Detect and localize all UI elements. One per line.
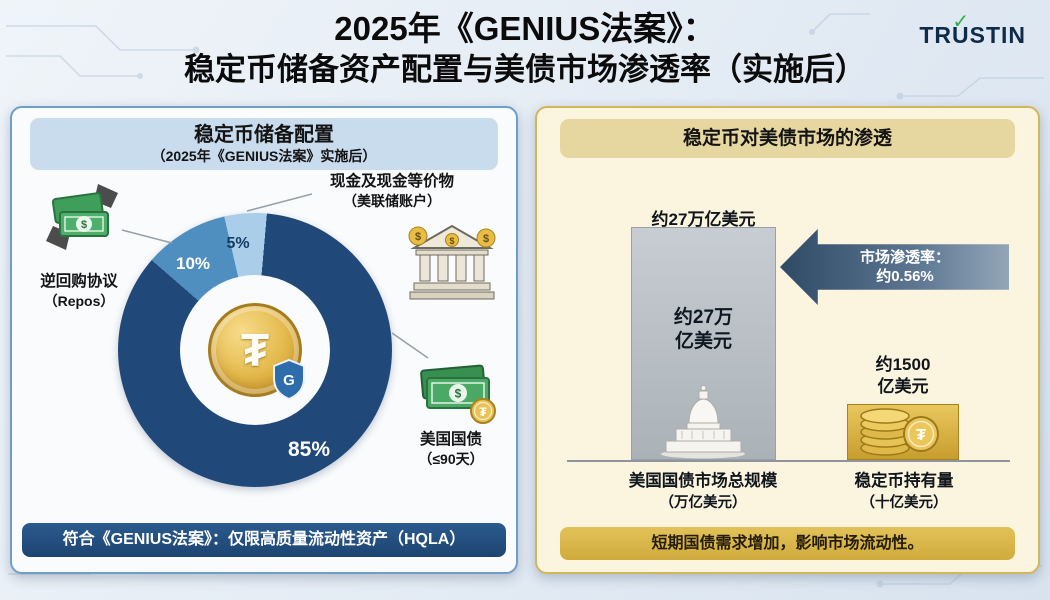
- repos-dollar: $: [81, 219, 87, 231]
- page-title-line1: 2025年《GENIUS法案》：: [334, 10, 716, 47]
- callout-lines: [121, 193, 429, 359]
- shield-letter: G: [283, 372, 295, 389]
- repos-label-line2: （Repos）: [43, 293, 115, 309]
- hqla-banner: 符合《GENIUS法案》：仅限高质量流动性资产（HQLA）: [22, 523, 506, 557]
- liquidity-banner: 短期国债需求增加，影响市场流动性。: [560, 527, 1015, 560]
- tether-coin-icon: ₮ G: [208, 303, 305, 400]
- cash-label: 现金及现金等价物 （美联储账户）: [297, 172, 487, 211]
- money-exchange-hands-icon: $: [46, 184, 118, 250]
- treasury-bar-inner-label: 约27万 亿美元: [631, 306, 776, 354]
- treasury-bar-inner-line1: 约27万: [673, 307, 734, 328]
- stablecoin-axis-label: 稳定币持有量 （十亿美元）: [824, 470, 984, 513]
- reserve-donut-chart: ₮ G: [118, 213, 392, 487]
- treasury-label-line1: 美国国债: [419, 431, 482, 448]
- treasury-bar-inner-line2: 亿美元: [674, 331, 732, 352]
- penetration-arrow-line2: 约0.56%: [876, 268, 934, 285]
- stablecoin-axis-line2: （十亿美元）: [860, 495, 948, 511]
- logo-check-icon: ✓: [952, 11, 970, 33]
- bills-tether-coin: ₮: [479, 405, 487, 419]
- penetration-arrow-label: 市场渗透率： 约0.56%: [825, 248, 985, 286]
- bills-dollar: $: [455, 387, 462, 401]
- logo-text: TRUSTIN: [919, 22, 1026, 48]
- penetration-panel: 稳定币对美债市场的渗透 约27万亿美元 约27万 亿美元 约1500 亿美元: [535, 106, 1040, 574]
- stablecoin-bar-top-line1: 约1500: [875, 355, 931, 374]
- cash-label-line1: 现金及现金等价物: [329, 173, 454, 190]
- repos-label: 逆回购协议 （Repos）: [19, 272, 139, 311]
- chart-baseline: [567, 460, 1010, 462]
- repos-percentage: 10%: [175, 254, 211, 273]
- penetration-arrow: 市场渗透率： 约0.56%: [780, 229, 1009, 305]
- reserve-panel-header: 稳定币储备配置 （2025年《GENIUS法案》实施后）: [30, 118, 498, 170]
- treasury-axis-line1: 美国国债市场总规模: [628, 472, 778, 490]
- donut-hole: ₮ G: [180, 275, 330, 425]
- bank-dollar-center: $: [449, 236, 454, 246]
- reserve-panel-subtitle: （2025年《GENIUS法案》实施后）: [151, 148, 377, 164]
- stack-tether-coin: ₮: [916, 427, 926, 444]
- capitol-building-icon: [661, 385, 745, 459]
- coin-stack-icon: ₮: [860, 408, 939, 456]
- bank-dollar-left: $: [415, 231, 421, 243]
- stablecoin-axis-line1: 稳定币持有量: [854, 472, 954, 490]
- treasury-label-line2: （≤90天）: [418, 451, 484, 467]
- stablecoin-bar-top-line2: 亿美元: [877, 377, 929, 396]
- page-title-line2: 稳定币储备资产配置与美债市场渗透率（实施后）: [184, 52, 866, 87]
- treasury-label: 美国国债 （≤90天）: [391, 430, 511, 469]
- tether-symbol: ₮: [240, 324, 270, 376]
- treasury-percentage: 85%: [287, 438, 331, 461]
- treasury-axis-line2: （万亿美元）: [659, 495, 747, 511]
- trustin-logo: ✓ TRUSTIN: [919, 11, 1026, 49]
- dollar-bills-icon: $ ₮: [420, 364, 496, 424]
- cash-label-line2: （美联储账户）: [343, 193, 441, 209]
- stablecoin-bar-top-label: 约1500 亿美元: [843, 354, 963, 398]
- treasury-axis-label: 美国国债市场总规模 （万亿美元）: [583, 470, 823, 513]
- repos-label-line1: 逆回购协议: [40, 273, 118, 290]
- reserve-allocation-panel: 稳定币储备配置 （2025年《GENIUS法案》实施后） ₮ G 5% 10% …: [10, 106, 518, 574]
- treasury-bar-top-label: 约27万亿美元: [651, 210, 756, 229]
- bank-building-icon: $ $ $: [408, 224, 496, 300]
- genius-shield-icon: G: [273, 358, 305, 400]
- penetration-panel-title: 稳定币对美债市场的渗透: [560, 119, 1015, 158]
- page-header: 2025年《GENIUS法案》： 稳定币储备资产配置与美债市场渗透率（实施后）: [0, 8, 1050, 90]
- penetration-arrow-line1: 市场渗透率：: [859, 249, 950, 266]
- reserve-panel-title: 稳定币储备配置: [194, 124, 334, 146]
- bank-dollar-right: $: [483, 233, 489, 245]
- cash-percentage: 5%: [226, 235, 250, 252]
